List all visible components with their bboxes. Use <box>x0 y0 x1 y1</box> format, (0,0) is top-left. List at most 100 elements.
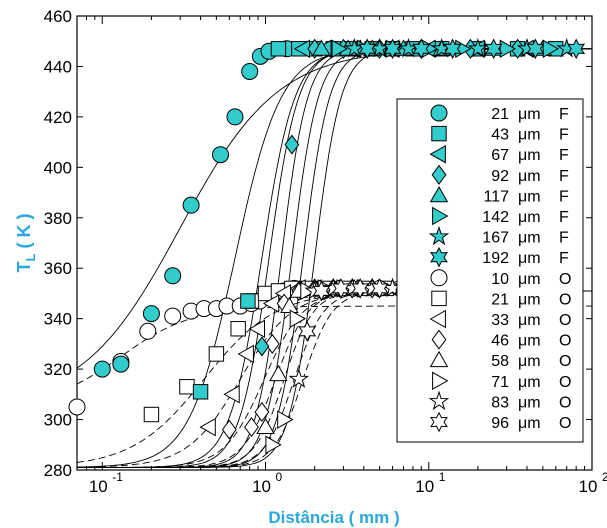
legend-value: 21 <box>491 291 509 308</box>
data-point <box>139 322 157 340</box>
legend-value: 33 <box>491 312 509 329</box>
x-axis-label: Distância ( mm ) <box>268 508 399 527</box>
y-tick-label: 400 <box>44 158 72 177</box>
data-point <box>467 38 489 58</box>
x-tick-label: 10 <box>89 477 108 496</box>
legend-suffix: O <box>559 394 571 411</box>
x-tick-exponent: 1 <box>439 470 446 484</box>
legend-unit: μm <box>518 415 541 432</box>
data-point <box>223 385 240 404</box>
y-tick-label: 360 <box>44 259 72 278</box>
data-point <box>179 379 195 395</box>
legend-marker <box>430 104 448 122</box>
data-point <box>383 38 402 60</box>
model-curve <box>76 305 592 385</box>
data-point <box>300 281 317 301</box>
data-point <box>237 344 254 364</box>
x-tick-exponent: 0 <box>276 470 283 484</box>
legend-value: 46 <box>491 333 509 350</box>
legend-unit: μm <box>518 394 541 411</box>
data-point <box>164 267 182 285</box>
data-point <box>256 417 275 434</box>
legend-suffix: O <box>559 312 571 329</box>
y-axis-ticks: 280 300 320 340 360 380 400 420 440 460 <box>44 7 592 480</box>
data-point <box>277 410 294 429</box>
legend-value: 21 <box>491 106 509 123</box>
data-point <box>208 346 225 362</box>
data-point <box>254 401 270 423</box>
data-point <box>241 62 259 80</box>
legend-value: 117 <box>483 188 509 205</box>
data-point <box>248 319 265 339</box>
legend-marker <box>430 411 448 433</box>
legend-value: 10 <box>491 271 509 288</box>
legend-box <box>396 98 584 443</box>
legend-unit: μm <box>518 127 541 144</box>
data-point <box>199 417 216 437</box>
legend-marker <box>430 269 448 287</box>
legend-suffix: F <box>559 147 569 164</box>
legend-unit: μm <box>518 168 541 185</box>
y-axis-label: TL ( K ) <box>14 214 38 273</box>
legend-unit: μm <box>518 106 541 123</box>
legend-suffix: F <box>559 127 569 144</box>
legend-marker <box>431 329 447 350</box>
data-point <box>288 368 310 388</box>
legend-unit: μm <box>518 147 541 164</box>
data-point <box>269 364 288 382</box>
data-point <box>370 278 389 299</box>
y-axis-label-sub: L <box>23 253 38 261</box>
legend-suffix: F <box>559 209 569 226</box>
legend-suffix: F <box>559 230 569 247</box>
data-point <box>212 146 230 164</box>
legend-marker <box>429 144 446 164</box>
data-point <box>351 278 370 299</box>
legend-unit: μm <box>518 353 541 370</box>
data-point <box>526 38 545 60</box>
y-axis-label-main: T <box>14 261 34 272</box>
legend-value: 167 <box>482 230 509 247</box>
data-point <box>264 333 280 354</box>
legend-value: 142 <box>482 209 509 226</box>
legend-unit: μm <box>518 209 541 226</box>
x-tick-label: 10 <box>415 477 434 496</box>
x-axis-ticks: 10 -1 10 0 10 1 10 2 <box>76 16 607 496</box>
data-point <box>484 38 503 60</box>
legend-unit: μm <box>518 312 541 329</box>
data-point <box>280 296 299 313</box>
legend-unit: μm <box>518 291 541 308</box>
data-point <box>412 38 431 60</box>
data-point <box>221 419 237 440</box>
x-tick-exponent: -1 <box>112 470 123 484</box>
data-point <box>289 309 307 328</box>
x-tick-label: 10 <box>579 477 598 496</box>
data-point <box>93 360 111 378</box>
y-tick-label: 340 <box>44 310 72 329</box>
data-point <box>226 108 244 126</box>
y-tick-label: 440 <box>44 57 72 76</box>
legend-suffix: F <box>559 106 569 123</box>
legend-value: 71 <box>491 374 509 391</box>
legend-suffix: O <box>559 291 571 308</box>
data-point <box>240 293 256 309</box>
legend-suffix: O <box>559 271 571 288</box>
data-point <box>112 355 130 373</box>
legend-marker <box>430 246 448 268</box>
legend-value: 96 <box>491 415 509 432</box>
x-tick-label: 10 <box>252 477 271 496</box>
data-point <box>257 285 274 302</box>
y-tick-label: 280 <box>44 461 72 480</box>
legend-value: 92 <box>491 168 509 185</box>
y-tick-label: 420 <box>44 108 72 127</box>
data-point <box>312 280 331 302</box>
data-point <box>143 406 160 423</box>
x-tick-exponent: 2 <box>602 470 607 484</box>
legend-marker <box>428 225 450 246</box>
legend-marker <box>429 309 446 329</box>
legend-marker <box>432 371 449 391</box>
legend-value: 192 <box>482 250 509 267</box>
legend-suffix: O <box>559 333 571 350</box>
data-point <box>542 39 560 59</box>
data-point <box>182 196 200 214</box>
